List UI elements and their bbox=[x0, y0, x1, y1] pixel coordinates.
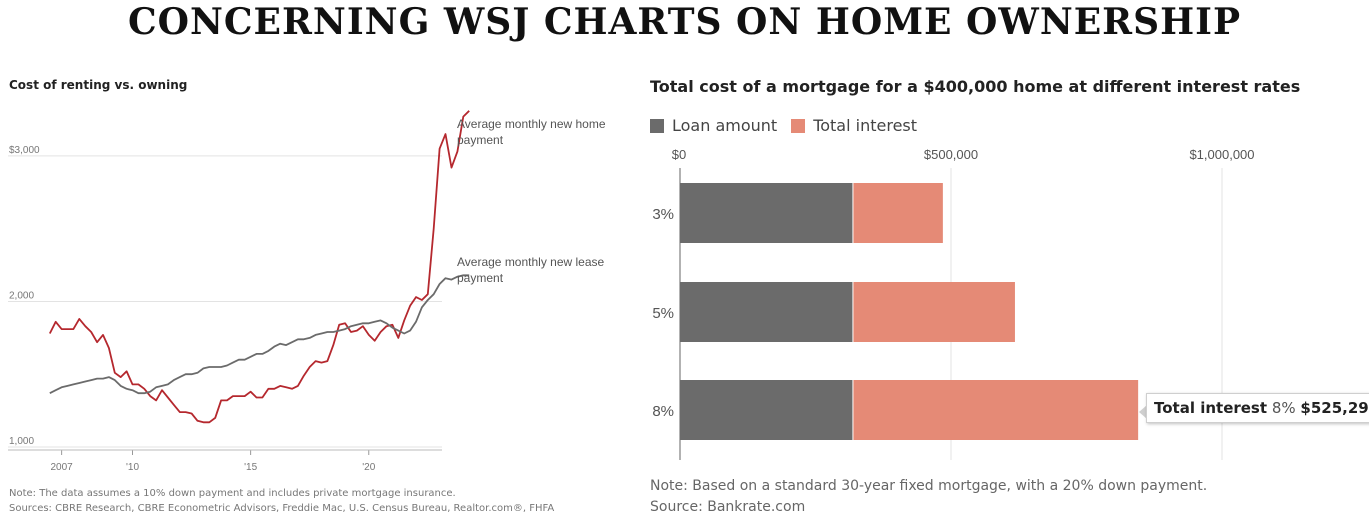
right-chart-legend: Loan amount Total interest bbox=[650, 116, 931, 135]
bar-loan-amount bbox=[680, 282, 853, 342]
left-chart-note: Note: The data assumes a 10% down paymen… bbox=[9, 488, 456, 499]
y-tick-label: $3,000 bbox=[9, 145, 40, 156]
bar-total-interest bbox=[853, 282, 1015, 342]
category-label: 8% bbox=[652, 403, 674, 420]
right-chart-note: Note: Based on a standard 30-year fixed … bbox=[650, 478, 1208, 494]
legend-label-loan: Loan amount bbox=[672, 116, 778, 135]
bar-total-interest bbox=[853, 183, 943, 243]
bar-loan-amount bbox=[680, 183, 853, 243]
bar-total-interest bbox=[853, 380, 1139, 440]
legend-swatch-loan bbox=[650, 118, 664, 133]
left-chart-title: Cost of renting vs. owning bbox=[9, 78, 188, 92]
y-tick-label: 1,000 bbox=[9, 436, 34, 447]
lease-payment-line bbox=[49, 274, 470, 395]
left-chart-sources: Sources: CBRE Research, CBRE Econometric… bbox=[9, 503, 555, 514]
x-tick-label: 2007 bbox=[51, 462, 74, 473]
tooltip-rate: 8% bbox=[1271, 399, 1296, 417]
mortgage-stacked-bar-chart: $0 $500,000 $1,000,000 3% 5% 8% bbox=[652, 147, 1255, 460]
right-chart-notes: Note: Based on a standard 30-year fixed … bbox=[650, 476, 1207, 518]
x-tick-label: $0 bbox=[672, 147, 686, 162]
legend-item-loan: Loan amount bbox=[650, 116, 777, 135]
home-payment-line bbox=[48, 110, 470, 424]
y-tick-label: 2,000 bbox=[9, 290, 34, 301]
x-tick-label: $500,000 bbox=[924, 147, 978, 162]
right-chart-source: Source: Bankrate.com bbox=[650, 499, 806, 515]
x-tick-label: $1,000,000 bbox=[1189, 147, 1254, 162]
tooltip-label: Total interest bbox=[1154, 399, 1268, 417]
right-chart-title: Total cost of a mortgage for a $400,000 … bbox=[650, 77, 1301, 96]
rent-vs-own-line-chart: 1,000 2,000 $3,000 2007 '10 '15 '20 Average mon… bbox=[8, 110, 606, 473]
legend-swatch-interest bbox=[791, 118, 806, 133]
x-tick-label: '20 bbox=[362, 462, 375, 473]
left-chart-notes: Note: The data assumes a 10% down paymen… bbox=[9, 486, 554, 516]
tooltip-arrow bbox=[1139, 405, 1147, 419]
legend-label-interest: Total interest bbox=[813, 116, 918, 135]
series-label-1: Average monthly new lease payment bbox=[457, 255, 605, 285]
x-tick-label: '15 bbox=[244, 462, 257, 473]
x-tick-label: '10 bbox=[126, 462, 139, 473]
category-label: 3% bbox=[652, 206, 674, 223]
series-label-0: Average monthly new home payment bbox=[457, 117, 606, 147]
category-label: 5% bbox=[652, 305, 674, 322]
bar-tooltip: Total interest 8% $525,297 bbox=[1146, 393, 1369, 423]
page-title: CONCERNING WSJ CHARTS ON HOME OWNERSHIP bbox=[127, 1, 1242, 43]
tooltip-value: $525,297 bbox=[1300, 399, 1369, 417]
legend-item-interest: Total interest bbox=[791, 116, 917, 135]
bar-loan-amount bbox=[680, 380, 853, 440]
